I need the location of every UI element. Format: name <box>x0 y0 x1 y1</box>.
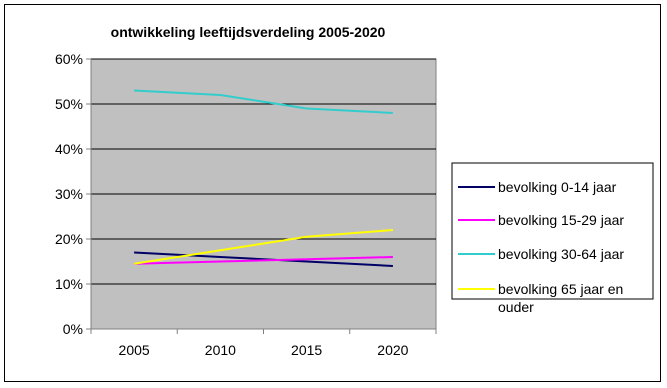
y-tick-label-5: 50% <box>55 96 83 112</box>
chart-title: ontwikkeling leeftijdsverdeling 2005-202… <box>111 24 386 40</box>
legend-label-1: bevolking 15-29 jaar <box>498 212 624 228</box>
series-line-0 <box>134 251 393 267</box>
y-tick-label-2: 20% <box>55 231 83 247</box>
y-tick-label-4: 40% <box>55 141 83 157</box>
x-tick-label-0: 2005 <box>119 342 150 358</box>
series-line-3 <box>133 229 393 265</box>
legend-label-3-line-1: ouder <box>498 299 534 315</box>
y-tick-label-0: 0% <box>63 321 83 337</box>
legend-label-3: bevolking 65 jaar en <box>498 281 623 297</box>
legend-box <box>451 162 654 300</box>
legend-label-0: bevolking 0-14 jaar <box>498 179 617 195</box>
legend-label-2: bevolking 30-64 jaar <box>498 246 624 262</box>
y-tick-label-6: 60% <box>55 51 83 67</box>
x-axis-tick-labels: 2005 2010 2015 2020 <box>90 329 437 358</box>
series-line-2 <box>134 89 393 114</box>
series-line-1 <box>134 256 393 265</box>
x-tick-label-1: 2010 <box>205 342 236 358</box>
x-tick-label-2: 2015 <box>291 342 322 358</box>
y-tick-label-3: 30% <box>55 186 83 202</box>
grid-lines <box>91 58 436 285</box>
legend: bevolking 0-14 jaar bevolking 15-29 jaar b… <box>451 162 654 315</box>
y-tick-label-1: 10% <box>55 276 83 292</box>
y-axis-tick-labels: 0% 10% 20% 30% 40% 50% 60% <box>55 51 91 337</box>
series-lines <box>133 89 393 267</box>
line-chart: ontwikkeling leeftijdsverdeling 2005-202… <box>55 24 654 358</box>
chart-frame: ontwikkeling leeftijdsverdeling 2005-202… <box>4 4 661 382</box>
x-tick-label-3: 2020 <box>377 342 408 358</box>
